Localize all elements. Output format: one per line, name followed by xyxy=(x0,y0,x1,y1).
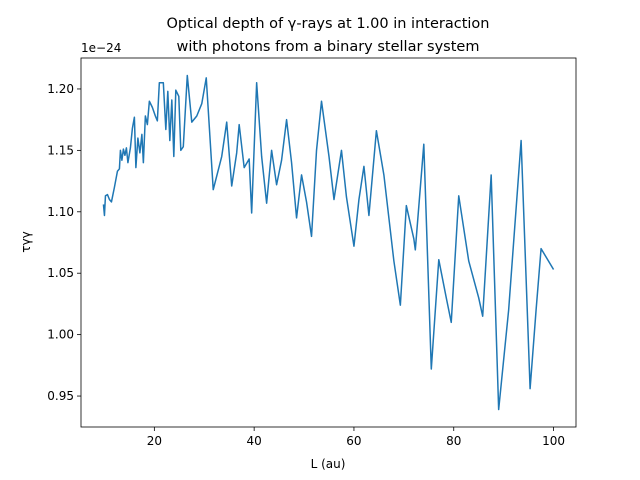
y-tick-label: 1.20 xyxy=(47,82,74,96)
x-tick-label: 60 xyxy=(346,434,361,448)
y-tick-label: 1.00 xyxy=(47,328,74,342)
data-line xyxy=(102,74,555,411)
y-axis-label: τγγ xyxy=(19,231,33,252)
y-tick-label: 0.95 xyxy=(47,389,74,403)
x-tick-label: 100 xyxy=(542,434,565,448)
x-tick-label: 80 xyxy=(446,434,461,448)
plot-frame xyxy=(80,57,577,428)
x-tick-label: 20 xyxy=(147,434,162,448)
y-offset-label: 1e−24 xyxy=(81,41,121,55)
y-tick-label: 1.05 xyxy=(47,266,74,280)
x-tick-label: 40 xyxy=(247,434,262,448)
chart-title: Optical depth of γ-rays at 1.00 in inter… xyxy=(167,16,490,32)
y-tick-label: 1.10 xyxy=(47,205,74,219)
y-tick-label: 1.15 xyxy=(47,143,74,157)
x-axis-label: L (au) xyxy=(311,457,346,471)
chart-title: with photons from a binary stellar syste… xyxy=(177,39,480,55)
